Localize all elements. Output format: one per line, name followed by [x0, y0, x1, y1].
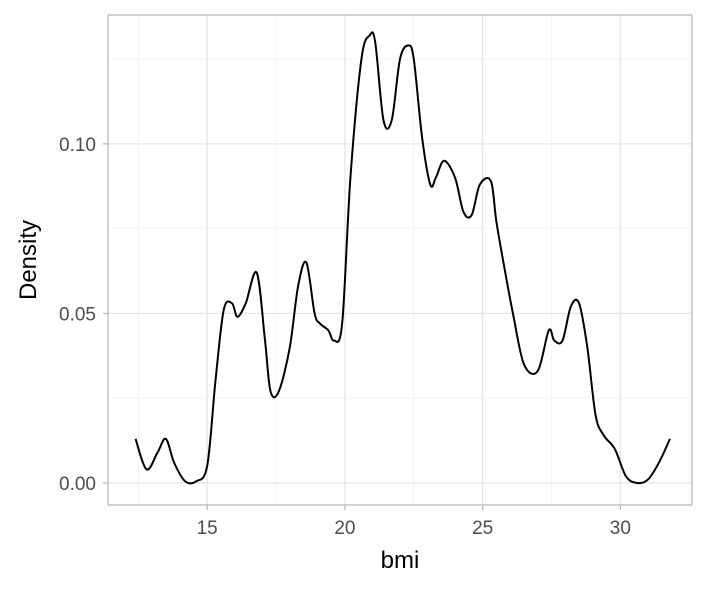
x-axis-ticks: 15 20 25 30 — [197, 505, 631, 539]
y-tick-label: 0.05 — [59, 304, 96, 325]
panel-border — [107, 14, 693, 506]
x-axis-title: bmi — [381, 547, 420, 574]
y-axis-ticks: 0.00 0.05 0.10 — [59, 135, 108, 495]
y-axis-title: Density — [15, 220, 42, 300]
x-tick-label: 20 — [334, 518, 355, 539]
x-tick-label: 15 — [197, 518, 218, 539]
y-tick-label: 0.00 — [59, 474, 96, 495]
minor-grid — [108, 15, 692, 505]
x-tick-label: 25 — [472, 518, 493, 539]
density-curve — [134, 31, 671, 485]
y-tick-label: 0.10 — [59, 135, 96, 156]
x-tick-label: 30 — [610, 518, 631, 539]
major-grid — [108, 15, 692, 505]
